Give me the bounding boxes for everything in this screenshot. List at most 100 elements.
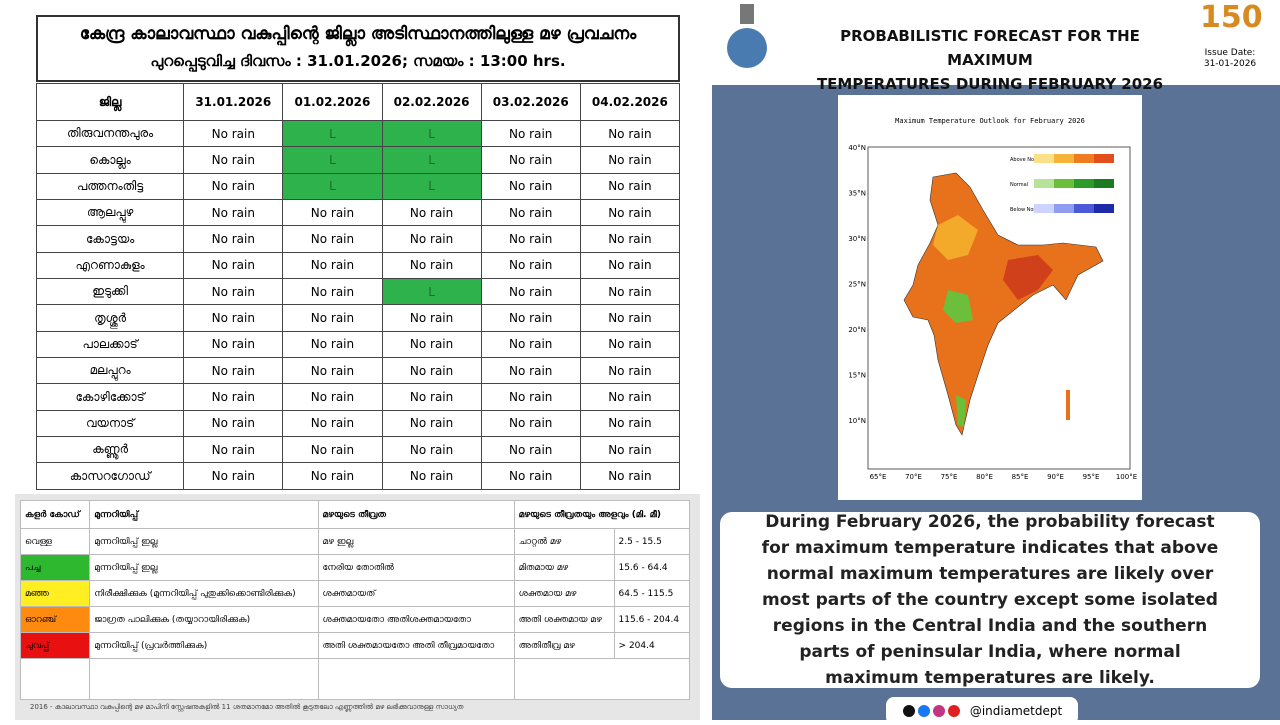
logo: 150 (1200, 0, 1263, 35)
lat-label: 15°N (848, 372, 866, 380)
cell: L (381, 146, 482, 174)
district: കണ്ണൂർ (35, 436, 185, 464)
cell: L (282, 119, 383, 148)
row: എറണാകുളം No rain No rain No rain No rain No r… (35, 251, 681, 280)
legend-cell: നിരീക്ഷിക്കുക (മുന്നറിയിപ്പ് പുതുക്കിക്ക… (89, 580, 319, 607)
row: പത്തനംതിട്ട No rain L L No rain No rain (35, 172, 681, 201)
legend-cell: 2.5 - 15.5 (613, 528, 691, 555)
issue-label: Issue Date: (1204, 48, 1256, 58)
cell: No rain (381, 251, 482, 280)
cell: No rain (282, 383, 383, 411)
cell: No rain (381, 436, 482, 464)
legend-cell: പച്ച (19, 554, 91, 581)
legend-cell: ചുവപ്പ് (19, 632, 91, 659)
cell: No rain (480, 225, 581, 253)
cell: No rain (579, 304, 681, 332)
cell: No rain (183, 304, 284, 332)
cell: No rain (381, 383, 482, 411)
cell: No rain (381, 199, 482, 227)
region (1003, 255, 1053, 300)
map-legend-swatch (1094, 179, 1114, 188)
cell: No rain (282, 462, 383, 490)
cell: No rain (381, 409, 482, 438)
cell: No rain (183, 357, 284, 385)
legend-cell (19, 658, 91, 700)
district: കോഴിക്കോട് (35, 383, 185, 411)
emblem (727, 4, 767, 68)
header-cell: ജില്ല (35, 83, 185, 121)
lon-label: 65°E (870, 473, 887, 481)
row: തിരുവനന്തപുരം No rain L L No rain No rain (35, 119, 681, 148)
map-legend-label: Above Normal (1010, 157, 1045, 163)
lon-label: 80°E (976, 473, 993, 481)
cell: No rain (282, 304, 383, 332)
cell: No rain (183, 436, 284, 464)
row: കണ്ണൂർ No rain No rain No rain No rain No rai… (35, 436, 681, 464)
row: പാലക്കാട് No rain No rain No rain No rain No … (35, 330, 681, 359)
legend-cell: വെള്ള (19, 528, 91, 555)
legend-cell: ശക്തമായത് (317, 580, 515, 607)
legend-cell: 115.6 - 204.4 (613, 606, 691, 633)
legend-row (19, 658, 691, 700)
row: കാസറഗോഡ് No rain No rain No rain No rain No r… (35, 462, 681, 490)
cell: No rain (579, 409, 681, 438)
district: കൊല്ലം (35, 146, 185, 174)
title-box: കേന്ദ്ര കാലാവസ്ഥാ വകുപ്പിന്റെ ജില്ലാ അടി… (36, 15, 680, 82)
cell: No rain (381, 225, 482, 253)
issue: Issue Date: 31-01-2026 (1196, 48, 1264, 70)
legend-row: ഓറഞ്ച് ജാഗ്രത പാലിക്കുക (തയ്യാറായിരിക്കുക… (19, 606, 691, 633)
header-cell: 02.02.2026 (381, 83, 482, 121)
legend-cell: മുന്നറിയിപ്പ് ഇല്ല (89, 528, 319, 555)
legend-cell: ശക്തമായ മഴ (513, 580, 615, 607)
handle[interactable]: @indiametdept (969, 704, 1063, 718)
cell: L (381, 278, 482, 306)
cell: No rain (480, 119, 581, 148)
legend-cell: 15.6 - 64.4 (613, 554, 691, 581)
cell: No rain (183, 383, 284, 411)
right-title-line: TEMPERATURES DURING FEBRUARY 2026 (816, 75, 1164, 93)
legend-header: കളർ കോഡ് മുന്നറിയിപ്പ് മഴയുടെ തീവ്രത മഴയുടെ… (19, 500, 691, 529)
district: പാലക്കാട് (35, 330, 185, 359)
cell: No rain (480, 436, 581, 464)
legend-cell (317, 658, 515, 700)
legend-row: പച്ച മുന്നറിയിപ്പ് ഇല്ല നേരിയ തോതിൽ മിതമായ … (19, 554, 691, 581)
map-legend-swatch (1054, 154, 1074, 163)
cell: No rain (282, 409, 383, 438)
row: തൃശ്ശൂർ No rain No rain No rain No rain No ra… (35, 304, 681, 332)
cell: No rain (579, 225, 681, 253)
cell: L (282, 146, 383, 174)
legend-cell: ജാഗ്രത പാലിക്കുക (തയ്യാറായിരിക്കുക) (89, 606, 319, 633)
cell: No rain (579, 383, 681, 411)
map-legend-swatch (1074, 179, 1094, 188)
region (933, 215, 978, 260)
lon-label: 100°E (1116, 473, 1137, 481)
cell: No rain (480, 304, 581, 332)
cell: No rain (282, 225, 383, 253)
cell: No rain (579, 172, 681, 201)
cell: No rain (183, 330, 284, 359)
cell: L (282, 172, 383, 201)
map-legend-swatch (1074, 204, 1094, 213)
legend-cell: മഴ ഇല്ല (317, 528, 515, 555)
header-cell: 04.02.2026 (579, 83, 681, 121)
map-title: Maximum Temperature Outlook for February… (895, 117, 1085, 125)
legend-cell: മുന്നറിയിപ്പ് ഇല്ല (89, 554, 319, 581)
description: During February 2026, the probability fo… (761, 512, 1219, 688)
cell: No rain (183, 199, 284, 227)
title: കേന്ദ്ര കാലാവസ്ഥാ വകുപ്പിന്റെ ജില്ലാ അടി… (79, 24, 637, 44)
legend-header-cell: മഴയുടെ തീവ്രതയും അളവും (മി. മീ) (513, 500, 691, 529)
row: മലപ്പുറം No rain No rain No rain No rain No r… (35, 357, 681, 385)
cell: No rain (579, 251, 681, 280)
map: Maximum Temperature Outlook for February… (838, 95, 1142, 500)
legend-row: ചുവപ്പ് മുന്നറിയിപ്പ് (പ്രവർത്തിക്കുക) അതി… (19, 632, 691, 659)
map-legend-swatch (1034, 154, 1054, 163)
cell: No rain (381, 304, 482, 332)
district: ഇടുക്കി (35, 278, 185, 306)
cell: No rain (183, 172, 284, 201)
lat-label: 20°N (848, 326, 866, 334)
social-icons[interactable] (902, 704, 964, 718)
cell: No rain (282, 251, 383, 280)
lat-label: 35°N (848, 190, 866, 198)
lon-label: 90°E (1047, 473, 1064, 481)
